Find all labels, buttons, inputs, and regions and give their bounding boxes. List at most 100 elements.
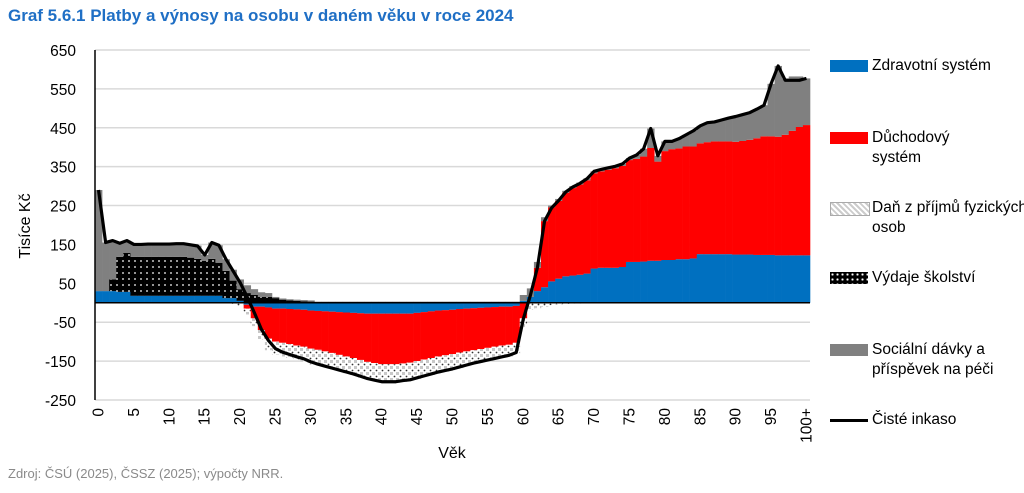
- bar-segment-soci-ln-d-vky-a-p-sp-vek-na-p-i: [307, 300, 315, 302]
- bar-segment-zdravotn-syst-m: [703, 254, 712, 303]
- bar-segment-soci-ln-d-vky-a-p-sp-vek-na-p-i: [286, 299, 294, 301]
- bar-segment-da-z-p-jm-fyzick-ch-osob: [555, 302, 563, 305]
- bar-segment-zdravotn-syst-m: [540, 287, 549, 303]
- bar-segment-soci-ln-d-vky-a-p-sp-vek-na-p-i: [774, 65, 782, 137]
- legend-swatch: [830, 202, 870, 216]
- bar-segment-soci-ln-d-vky-a-p-sp-vek-na-p-i: [158, 244, 167, 257]
- bar-segment-zdravotn-syst-m: [590, 268, 598, 303]
- legend-label: Zdravotní systém: [872, 57, 991, 74]
- bar-segment-zdravotn-syst-m: [406, 302, 414, 314]
- bar-segment-da-z-p-jm-fyzick-ch-osob: [399, 363, 407, 382]
- y-tick-label: 50: [59, 276, 77, 293]
- bar-segment-da-z-p-jm-fyzick-ch-osob: [356, 359, 365, 378]
- x-tick-label: 70: [586, 408, 603, 426]
- bar-segment-da-z-p-jm-fyzick-ch-osob: [335, 354, 344, 372]
- legend-label: Sociální dávky a příspěvek na péči: [872, 341, 994, 378]
- x-tick-label: 80: [657, 408, 674, 426]
- y-tick-label: 150: [50, 237, 76, 254]
- bar-segment-d-chodov-syst-m: [378, 313, 386, 365]
- legend-label: Daň z příjmů fyzických osob: [872, 199, 1024, 236]
- bar-segment-da-z-p-jm-fyzick-ch-osob: [300, 346, 308, 362]
- bar-segment-d-chodov-syst-m: [349, 312, 358, 358]
- bar-segment-v-daje-kolstv-: [137, 256, 145, 296]
- legend-swatch: [830, 60, 868, 72]
- bar-segment-da-z-p-jm-fyzick-ch-osob: [307, 348, 315, 365]
- bar-segment-zdravotn-syst-m: [413, 302, 421, 313]
- bar-segment-soci-ln-d-vky-a-p-sp-vek-na-p-i: [696, 125, 705, 144]
- x-tick-label: 15: [197, 408, 214, 425]
- bar-segment-d-chodov-syst-m: [703, 142, 712, 255]
- bar-segment-d-chodov-syst-m: [597, 171, 605, 268]
- bar-segment-v-daje-kolstv-: [130, 256, 138, 296]
- bar-segment-da-z-p-jm-fyzick-ch-osob: [484, 347, 492, 362]
- bar-segment-da-z-p-jm-fyzick-ch-osob: [456, 352, 464, 369]
- bar-segment-soci-ln-d-vky-a-p-sp-vek-na-p-i: [767, 83, 775, 137]
- bar-segment-d-chodov-syst-m: [767, 136, 775, 255]
- x-tick-label: 35: [338, 408, 355, 425]
- bar-segment-zdravotn-syst-m: [753, 254, 761, 303]
- bar-segment-soci-ln-d-vky-a-p-sp-vek-na-p-i: [264, 293, 273, 297]
- bar-segment-zdravotn-syst-m: [293, 302, 301, 310]
- bar-segment-zdravotn-syst-m: [123, 291, 131, 303]
- bar-segment-zdravotn-syst-m: [633, 261, 641, 303]
- bar-segment-da-z-p-jm-fyzick-ch-osob: [498, 345, 506, 358]
- bar-segment-d-chodov-syst-m: [753, 138, 761, 255]
- bar-segment-soci-ln-d-vky-a-p-sp-vek-na-p-i: [753, 109, 761, 139]
- bar-segment-d-chodov-syst-m: [356, 313, 365, 360]
- bar-segment-zdravotn-syst-m: [187, 295, 195, 303]
- bar-segment-da-z-p-jm-fyzick-ch-osob: [279, 342, 287, 357]
- bar-segment-zdravotn-syst-m: [448, 302, 457, 310]
- bar-segment-soci-ln-d-vky-a-p-sp-vek-na-p-i: [179, 244, 188, 257]
- bar-segment-soci-ln-d-vky-a-p-sp-vek-na-p-i: [689, 130, 698, 147]
- bar-segment-soci-ln-d-vky-a-p-sp-vek-na-p-i: [647, 128, 655, 148]
- bar-segment-zdravotn-syst-m: [286, 302, 294, 309]
- bar-segment-d-chodov-syst-m: [739, 141, 747, 255]
- bar-segment-da-z-p-jm-fyzick-ch-osob: [463, 351, 471, 367]
- bar-segment-da-z-p-jm-fyzick-ch-osob: [293, 345, 301, 360]
- bar-segment-zdravotn-syst-m: [732, 254, 740, 303]
- bar-segment-zdravotn-syst-m: [102, 291, 110, 303]
- x-axis-label: Věk: [438, 445, 467, 462]
- bar-segment-d-chodov-syst-m: [618, 165, 627, 267]
- x-tick-label: 45: [409, 408, 426, 425]
- bar-segment-v-daje-kolstv-: [264, 296, 273, 303]
- bar-segment-da-z-p-jm-fyzick-ch-osob: [328, 352, 336, 370]
- bar-segment-zdravotn-syst-m: [597, 267, 605, 303]
- x-tick-label: 100+: [798, 408, 815, 443]
- bar-segment-soci-ln-d-vky-a-p-sp-vek-na-p-i: [640, 148, 648, 157]
- bar-segment-d-chodov-syst-m: [385, 313, 393, 365]
- bar-segment-d-chodov-syst-m: [654, 161, 662, 261]
- bar-segment-v-daje-kolstv-: [144, 256, 152, 296]
- y-tick-label: 250: [50, 199, 76, 216]
- bar-segment-d-chodov-syst-m: [746, 139, 754, 255]
- bar-segment-soci-ln-d-vky-a-p-sp-vek-na-p-i: [187, 244, 195, 258]
- bar-segment-zdravotn-syst-m: [356, 302, 365, 314]
- bar-segment-soci-ln-d-vky-a-p-sp-vek-na-p-i: [675, 138, 683, 149]
- bar-segment-zdravotn-syst-m: [533, 291, 542, 303]
- bar-segment-d-chodov-syst-m: [512, 305, 521, 343]
- net-collection-line: [96, 64, 807, 384]
- bar-segment-d-chodov-syst-m: [576, 184, 584, 275]
- bar-segment-d-chodov-syst-m: [795, 127, 804, 256]
- bar-segment-soci-ln-d-vky-a-p-sp-vek-na-p-i: [243, 285, 252, 294]
- x-tick-label: 40: [374, 408, 391, 426]
- bar-segment-soci-ln-d-vky-a-p-sp-vek-na-p-i: [194, 245, 202, 259]
- x-tick-label: 60: [515, 408, 532, 426]
- bar-segment-soci-ln-d-vky-a-p-sp-vek-na-p-i: [300, 300, 308, 302]
- bar-segment-d-chodov-syst-m: [434, 310, 443, 357]
- bar-segment-zdravotn-syst-m: [456, 302, 464, 309]
- legend-label: Čisté inkaso: [872, 411, 957, 428]
- bar-segment-zdravotn-syst-m: [668, 260, 676, 303]
- bar-segment-zdravotn-syst-m: [682, 259, 690, 303]
- bar-segment-soci-ln-d-vky-a-p-sp-vek-na-p-i: [732, 116, 740, 142]
- bar-segment-d-chodov-syst-m: [463, 308, 471, 352]
- bar-segment-soci-ln-d-vky-a-p-sp-vek-na-p-i: [710, 121, 719, 142]
- bar-segment-zdravotn-syst-m: [229, 298, 237, 303]
- bar-segment-zdravotn-syst-m: [222, 298, 230, 303]
- bar-segment-soci-ln-d-vky-a-p-sp-vek-na-p-i: [151, 244, 160, 257]
- bar-segment-zdravotn-syst-m: [371, 302, 379, 314]
- bar-segment-d-chodov-syst-m: [441, 310, 450, 356]
- bar-segment-soci-ln-d-vky-a-p-sp-vek-na-p-i: [109, 240, 117, 280]
- bar-segment-zdravotn-syst-m: [781, 255, 790, 303]
- bar-segment-d-chodov-syst-m: [555, 200, 563, 279]
